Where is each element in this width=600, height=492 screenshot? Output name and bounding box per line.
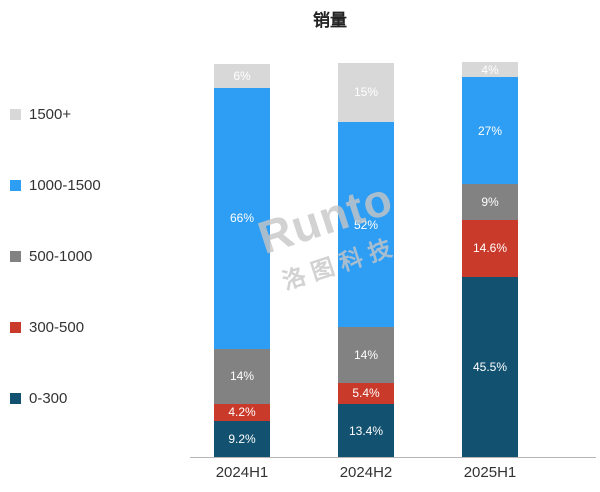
bar-segment: 13.4% [338,404,394,457]
legend-item: 0-300 [10,390,101,407]
bar-2024H1: 6% 66% 14% 4.2% 9.2% [214,64,270,457]
plot-area: 6% 66% 14% 4.2% 9.2% 15% 52% 14% 5.4% 13.4% 4% 27% 9… [190,60,596,458]
segment-value-label: 4% [481,62,499,77]
segment-value-label: 14.6% [472,241,508,256]
legend-label: 500-1000 [29,248,93,265]
legend: 1500+ 1000-1500 500-1000 300-500 0-300 [10,106,101,407]
legend-swatch [10,322,21,333]
bar-segment: 52% [338,122,394,328]
segment-value-label: 13.4% [348,423,384,438]
x-axis-label: 2024H2 [339,464,393,481]
segment-value-label: 14% [353,348,379,363]
segment-value-label: 27% [477,123,503,138]
bar-2025H1: 4% 27% 9% 14.6% 45.5% [462,61,518,457]
bar-2024H2: 15% 52% 14% 5.4% 13.4% [338,62,394,457]
bar-segment: 9% [462,184,518,220]
legend-swatch [10,393,21,404]
legend-item: 500-1000 [10,248,101,265]
segment-value-label: 52% [353,217,379,232]
legend-item: 300-500 [10,319,101,336]
legend-item: 1000-1500 [10,177,101,194]
bar-segment: 14.6% [462,219,518,278]
bar-segment: 4.2% [214,404,270,421]
legend-label: 1000-1500 [29,177,101,194]
bar-segment: 15% [338,62,394,123]
segment-value-label: 15% [353,85,379,100]
x-axis-label: 2025H1 [463,464,517,481]
segment-value-label: 9.2% [228,431,256,446]
bar-segment: 27% [462,77,518,185]
bar-segment: 14% [214,348,270,405]
bar-segment: 5.4% [338,382,394,405]
legend-swatch [10,109,21,120]
chart-title: 销量 [313,11,347,30]
bar-segment: 6% [214,64,270,89]
segment-value-label: 5.4% [352,386,380,401]
bar-segment: 4% [462,61,518,78]
segment-value-label: 4.2% [228,405,256,420]
legend-label: 300-500 [29,319,85,336]
bar-segment: 14% [338,327,394,383]
legend-swatch [10,180,21,191]
legend-item: 1500+ [10,106,101,123]
bar-segment: 66% [214,88,270,349]
legend-swatch [10,251,21,262]
segment-value-label: 66% [229,211,255,226]
legend-label: 0-300 [29,390,68,407]
segment-value-label: 6% [233,69,251,84]
segment-value-label: 9% [481,194,499,209]
segment-value-label: 14% [229,369,255,384]
bar-segment: 45.5% [462,277,518,457]
x-axis-label: 2024H1 [215,464,269,481]
x-axis-labels: 2024H1 2024H2 2025H1 [190,464,596,481]
legend-label: 1500+ [29,106,72,123]
segment-value-label: 45.5% [472,360,508,375]
bar-segment: 9.2% [214,420,270,457]
